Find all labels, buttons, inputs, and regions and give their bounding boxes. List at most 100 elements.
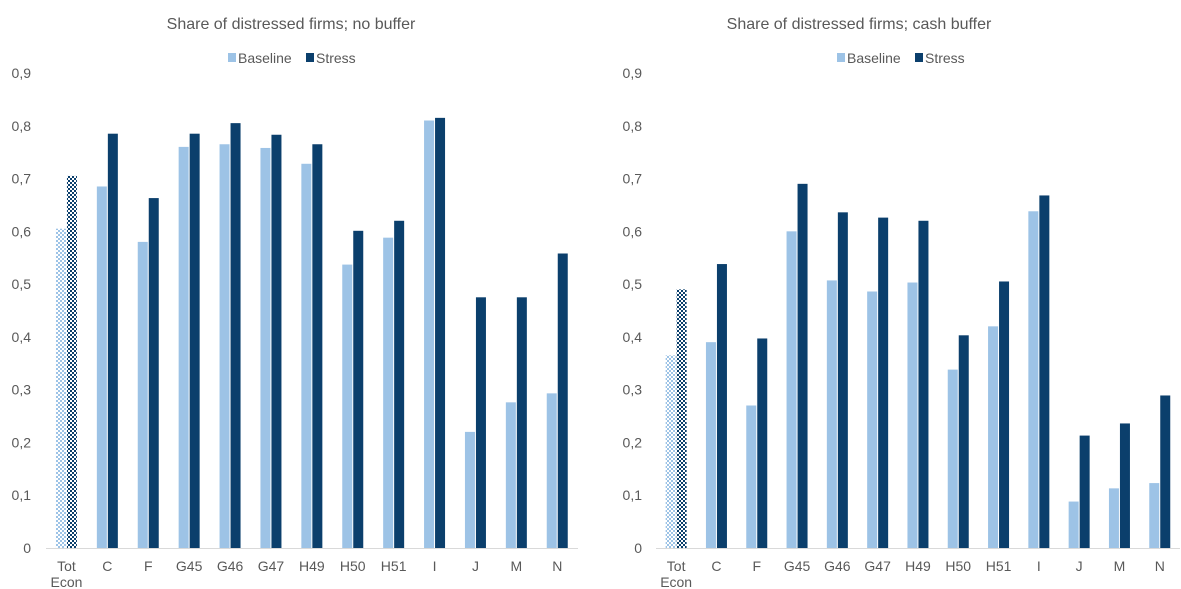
chart-title: Share of distressed firms; no buffer — [167, 16, 416, 33]
x-tick-label: G46 — [217, 558, 244, 574]
x-tick-label: F — [752, 558, 761, 574]
y-tick-label: 0,4 — [12, 329, 32, 345]
bar-baseline-n — [546, 393, 557, 548]
chart-no-buffer: Share of distressed firms; no buffer Bas… — [0, 0, 590, 589]
x-tick-label: C — [102, 558, 112, 574]
x-tick-label: Econ — [50, 574, 82, 589]
bar-stress-g45 — [797, 183, 808, 549]
bars — [55, 117, 568, 549]
y-tick-label: 0,9 — [623, 65, 643, 81]
bar-baseline-f — [746, 405, 757, 548]
bar-stress-h50 — [958, 335, 969, 548]
bar-baseline-j — [1068, 501, 1079, 548]
y-tick-label: 0,5 — [623, 276, 643, 292]
x-tick-label: H51 — [986, 558, 1012, 574]
x-tick-label: Econ — [660, 574, 692, 589]
chart-cash-buffer-svg: Share of distressed firms; cash buffer B… — [623, 16, 1180, 589]
bar-baseline-i — [424, 120, 435, 548]
x-tick-label: G47 — [258, 558, 285, 574]
bar-stress-g46 — [230, 123, 241, 548]
bar-baseline-tot-econ — [55, 228, 66, 548]
y-tick-label: 0,6 — [623, 223, 643, 239]
bar-baseline-j — [464, 431, 475, 548]
bar-baseline-g47 — [867, 291, 878, 548]
y-tick-label: 0,4 — [623, 329, 643, 345]
y-axis: 0 0,1 0,2 0,3 0,4 0,5 0,6 0,7 0,8 0,9 — [12, 65, 32, 556]
legend: Baseline Stress — [837, 50, 965, 66]
legend-swatch-baseline — [837, 53, 845, 62]
y-tick-label: 0 — [23, 540, 31, 556]
legend-label-baseline: Baseline — [847, 50, 901, 66]
bar-baseline-g46 — [219, 144, 230, 548]
x-tick-label: Tot — [57, 558, 76, 574]
bar-stress-g46 — [837, 212, 848, 549]
x-tick-label: I — [1037, 558, 1041, 574]
legend-label-baseline: Baseline — [238, 50, 292, 66]
y-tick-label: 0,7 — [623, 171, 643, 187]
y-tick-label: 0,8 — [623, 118, 643, 134]
x-tick-label: G45 — [176, 558, 203, 574]
x-tick-label: H51 — [381, 558, 407, 574]
chart-no-buffer-svg: Share of distressed firms; no buffer Bas… — [12, 16, 578, 589]
bar-baseline-m — [1108, 488, 1119, 548]
bar-baseline-c — [705, 342, 716, 548]
x-tick-label: G45 — [784, 558, 811, 574]
y-tick-label: 0,8 — [12, 118, 32, 134]
x-tick-label: Tot — [667, 558, 686, 574]
bar-stress-h51 — [999, 281, 1010, 548]
bar-stress-m — [516, 297, 527, 548]
bar-stress-g47 — [271, 134, 282, 548]
bar-baseline-h49 — [301, 163, 312, 548]
y-tick-label: 0,7 — [12, 171, 32, 187]
bar-stress-i — [1039, 195, 1050, 548]
bar-baseline-h50 — [342, 264, 353, 548]
y-tick-label: 0 — [634, 540, 642, 556]
x-tick-label: N — [552, 558, 562, 574]
bar-baseline-g47 — [260, 147, 271, 548]
bar-stress-f — [757, 338, 768, 548]
legend-swatch-baseline — [228, 53, 236, 62]
chart-title: Share of distressed firms; cash buffer — [727, 16, 992, 33]
bar-stress-n — [1160, 395, 1171, 548]
legend-swatch-stress — [915, 53, 923, 62]
x-tick-label: N — [1155, 558, 1165, 574]
y-tick-label: 0,3 — [12, 382, 32, 398]
chart-cash-buffer: Share of distressed firms; cash buffer B… — [591, 0, 1181, 589]
y-tick-label: 0,1 — [12, 487, 32, 503]
bar-stress-h49 — [918, 220, 929, 548]
legend: Baseline Stress — [228, 50, 356, 66]
bar-stress-h49 — [312, 144, 323, 548]
bar-stress-tot-econ — [676, 289, 687, 548]
bar-baseline-i — [1028, 211, 1039, 548]
x-tick-label: H49 — [905, 558, 931, 574]
bar-baseline-g45 — [786, 231, 797, 549]
bar-stress-g45 — [189, 133, 200, 548]
bar-baseline-f — [137, 241, 148, 548]
bar-baseline-g45 — [178, 146, 189, 548]
x-tick-label: M — [511, 558, 523, 574]
x-tick-label: J — [472, 558, 479, 574]
bars — [665, 183, 1171, 549]
legend-label-stress: Stress — [316, 50, 356, 66]
x-tick-label: H50 — [340, 558, 366, 574]
y-tick-label: 0,2 — [12, 434, 32, 450]
legend-label-stress: Stress — [925, 50, 965, 66]
legend-swatch-stress — [306, 53, 314, 62]
bar-stress-g47 — [878, 217, 889, 548]
bar-baseline-c — [96, 186, 107, 548]
bar-baseline-m — [505, 402, 516, 548]
y-tick-label: 0,2 — [623, 434, 643, 450]
x-tick-label: H50 — [945, 558, 971, 574]
bar-stress-c — [107, 133, 118, 548]
bar-baseline-h51 — [988, 326, 999, 548]
bar-baseline-n — [1149, 483, 1160, 548]
bar-baseline-h49 — [907, 282, 918, 548]
x-tick-label: M — [1114, 558, 1126, 574]
bar-stress-n — [557, 253, 568, 548]
bar-stress-h51 — [394, 220, 405, 548]
bar-stress-j — [475, 297, 486, 548]
bar-baseline-g46 — [826, 280, 837, 548]
bar-stress-i — [435, 117, 446, 548]
